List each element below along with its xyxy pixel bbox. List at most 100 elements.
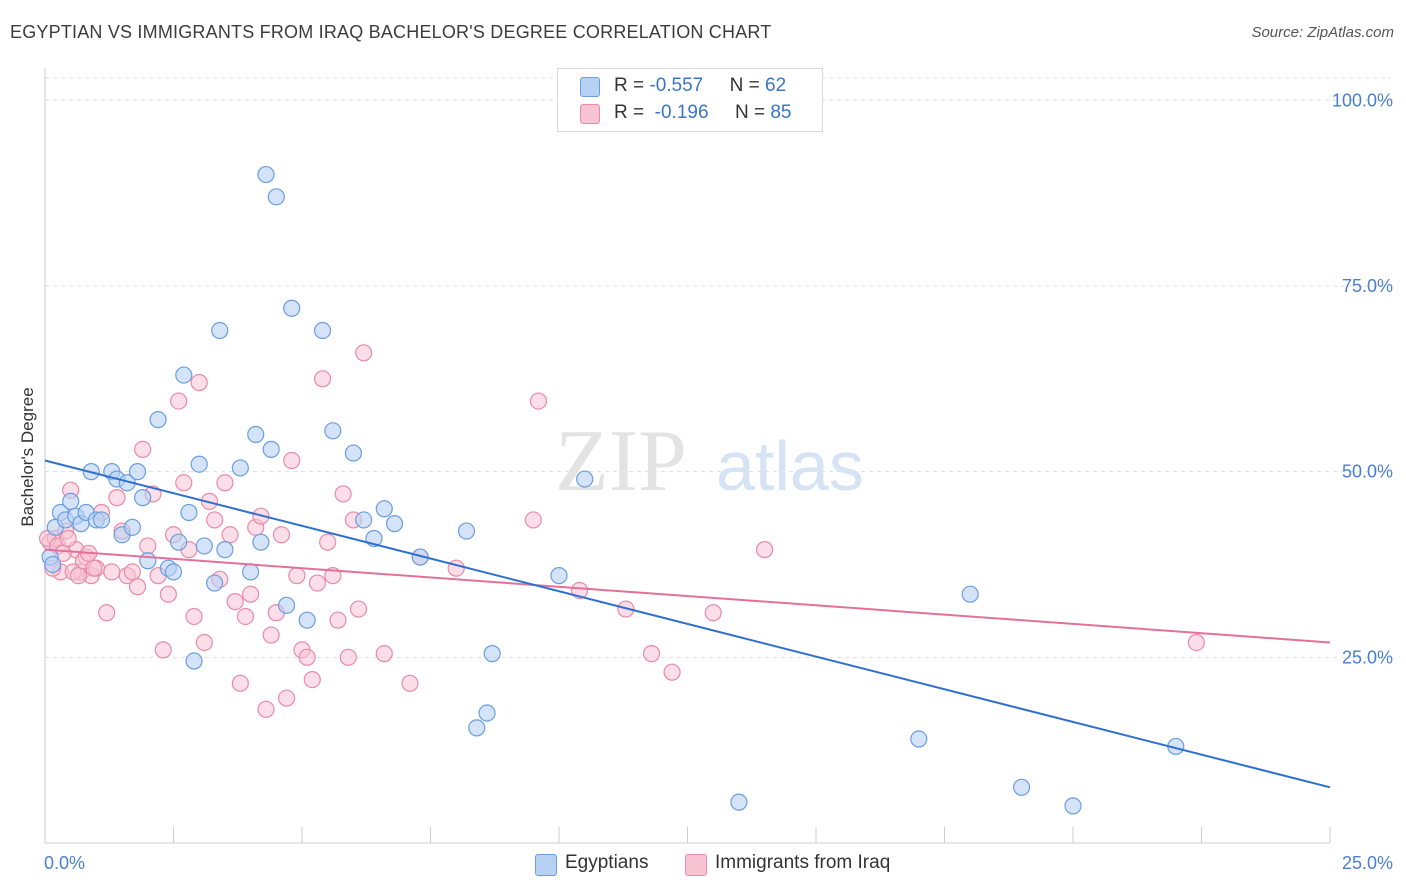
x-tick-label: 0.0% [44, 853, 85, 873]
iraq-point [642, 645, 661, 663]
trend-lines [44, 459, 1331, 789]
iraq-point [195, 633, 213, 652]
egyptians-point [262, 440, 280, 458]
iraq-point [123, 563, 141, 581]
egyptians-point [206, 574, 224, 592]
watermark-atlas: atlas [716, 427, 864, 505]
egyptians-point [483, 645, 501, 663]
egyptians-point [730, 793, 748, 811]
iraq-point [139, 537, 157, 555]
y-tick-label: 100.0% [1332, 90, 1393, 110]
iraq-point [159, 585, 177, 603]
egyptians-point [247, 425, 265, 444]
iraq-point [329, 611, 347, 629]
egyptians-point [242, 563, 260, 581]
egyptians-point [134, 489, 152, 507]
watermark: ZIP atlas [555, 413, 864, 510]
iraq-point [242, 585, 260, 603]
iraq-point [288, 567, 306, 585]
egyptians-point [257, 165, 275, 184]
legend-swatch-blue [580, 77, 600, 97]
y-tick-label: 25.0% [1342, 647, 1393, 667]
iraq-point [257, 700, 275, 718]
egyptians-point [170, 533, 188, 551]
egyptians-point [216, 541, 234, 559]
iraq-point [298, 648, 316, 666]
egyptians-point [298, 611, 316, 629]
watermark-zip: ZIP [555, 413, 687, 510]
chart-source: Source: ZipAtlas.com [1251, 24, 1394, 41]
egyptians-point [283, 299, 301, 317]
iraq-point [308, 574, 327, 592]
egyptians-point [961, 585, 979, 603]
egyptians-point [195, 537, 213, 555]
iraq-point [272, 526, 291, 544]
iraq-point [524, 511, 542, 529]
egyptians-point [478, 704, 496, 722]
series-iraq-points [38, 344, 1205, 718]
iraq-point [704, 604, 722, 622]
iraq-point [447, 559, 465, 577]
egyptians-point [385, 515, 404, 533]
series-egyptians-points [41, 165, 1185, 815]
egyptians-point [164, 563, 183, 581]
egyptians-point [139, 552, 157, 570]
iraq-point [134, 440, 152, 458]
egyptians-point [1012, 778, 1031, 796]
iraq-point [283, 451, 301, 470]
egyptians-point [277, 596, 296, 614]
iraq-point [1187, 633, 1205, 652]
egyptians-point [457, 522, 476, 540]
iraq-point [103, 563, 121, 581]
iraq-point [85, 559, 103, 577]
egyptians-point [468, 719, 486, 737]
iraq-point [175, 474, 193, 492]
egyptians-point [355, 511, 373, 529]
egyptians-point [211, 321, 229, 340]
iraq-point [154, 641, 172, 659]
egyptians-point [324, 422, 342, 440]
y-tick-label: 50.0% [1342, 462, 1393, 482]
egyptians-point [62, 492, 80, 510]
iraq-point [755, 541, 774, 559]
x-tick-label: 25.0% [1342, 853, 1393, 873]
y-axis-label: Bachelor's Degree [18, 387, 37, 526]
bottom-legend-swatch-blue [535, 854, 557, 876]
iraq-point [349, 600, 368, 618]
iraq-point [170, 392, 188, 410]
iraq-point [221, 526, 239, 544]
egyptians-point [550, 567, 568, 585]
egyptians-point [128, 463, 147, 481]
iraq-point [185, 607, 203, 626]
egyptians-point [231, 459, 249, 477]
iraq-point [59, 529, 77, 548]
iraq-point [355, 344, 373, 362]
egyptians-point [123, 518, 141, 536]
egyptians-point [44, 555, 62, 574]
egyptians-point [1064, 797, 1082, 815]
iraq-point [401, 674, 419, 692]
iraq-point [277, 689, 296, 707]
y-tick-label: 75.0% [1342, 276, 1393, 296]
egyptians-point [375, 500, 393, 518]
chart-title: EGYPTIAN VS IMMIGRANTS FROM IRAQ BACHELO… [10, 22, 772, 42]
iraq-point [98, 604, 116, 622]
egyptians-point [252, 533, 270, 551]
egyptians-point [149, 411, 167, 429]
egyptians-point [185, 652, 203, 670]
egyptians-point [344, 444, 362, 462]
egyptians-point [267, 188, 285, 206]
tick-labels: 25.0% 50.0% 75.0% 100.0% 0.0% 25.0% [44, 90, 1393, 873]
iraq-point [319, 533, 337, 551]
iraq-point [190, 373, 208, 392]
iraq-point [206, 511, 224, 529]
egyptians-point [180, 503, 198, 522]
iraq-point [313, 370, 332, 388]
axes [44, 68, 1331, 844]
iraq-point [334, 485, 352, 503]
iraq-point [663, 663, 681, 681]
iraq-point [375, 645, 393, 663]
egyptians-point [190, 455, 208, 473]
iraq-point [262, 626, 280, 644]
